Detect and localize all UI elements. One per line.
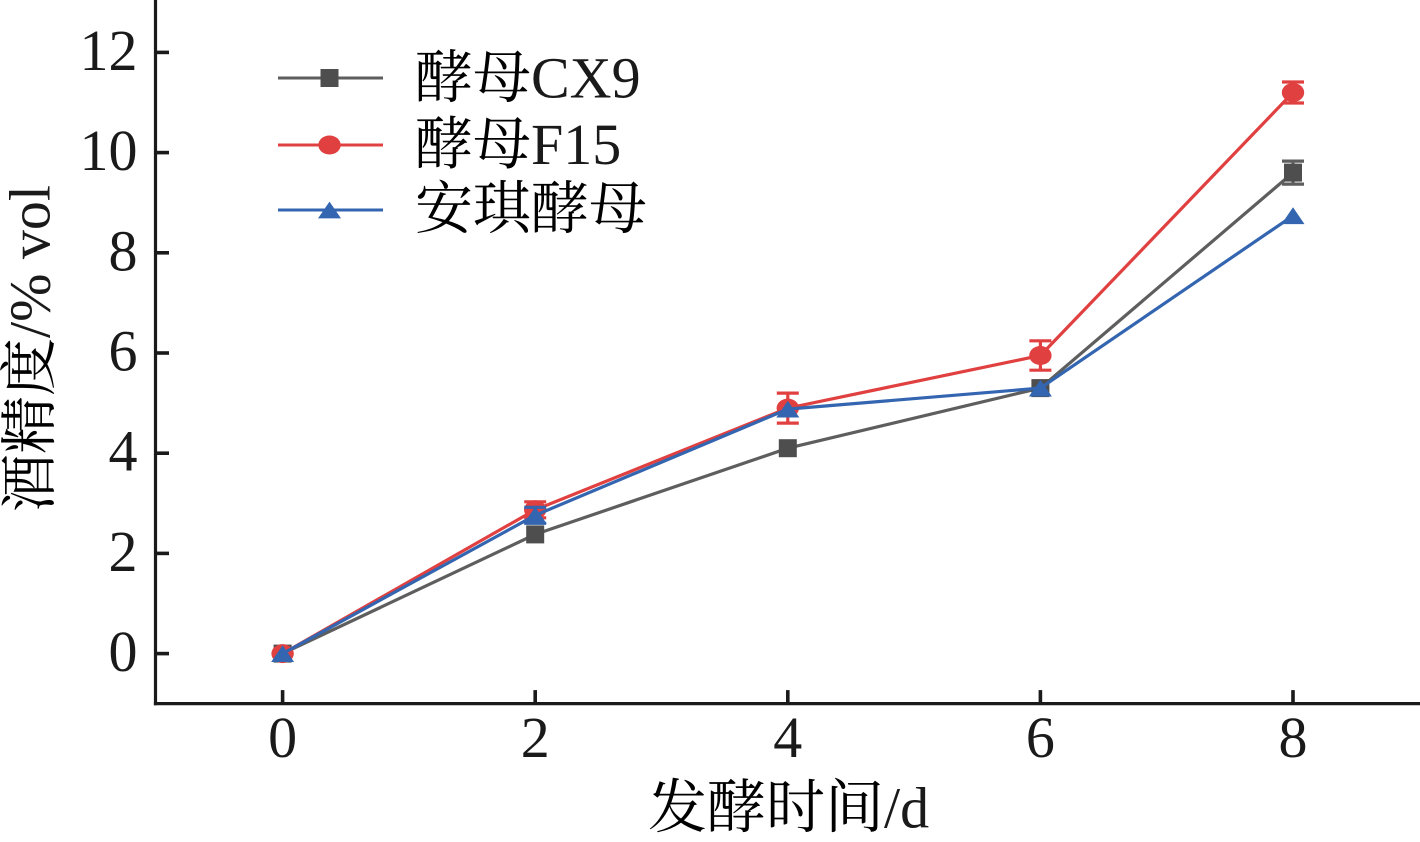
svg-text:0: 0 — [268, 705, 297, 770]
svg-text:4: 4 — [109, 419, 138, 484]
svg-text:F15: F15 — [531, 112, 621, 177]
svg-text:CX9: CX9 — [531, 46, 641, 111]
svg-text:6: 6 — [1026, 705, 1055, 770]
svg-text:0: 0 — [109, 619, 138, 684]
svg-text:2: 2 — [109, 519, 138, 584]
svg-text:2: 2 — [521, 705, 550, 770]
svg-text:10: 10 — [80, 118, 138, 183]
svg-text:/d: /d — [884, 776, 929, 838]
svg-text:8: 8 — [109, 218, 138, 283]
svg-text:12: 12 — [80, 18, 138, 83]
svg-text:/% vol: /% vol — [0, 185, 63, 338]
svg-text:6: 6 — [109, 319, 138, 384]
svg-text:4: 4 — [773, 705, 802, 770]
svg-text:8: 8 — [1279, 705, 1308, 770]
